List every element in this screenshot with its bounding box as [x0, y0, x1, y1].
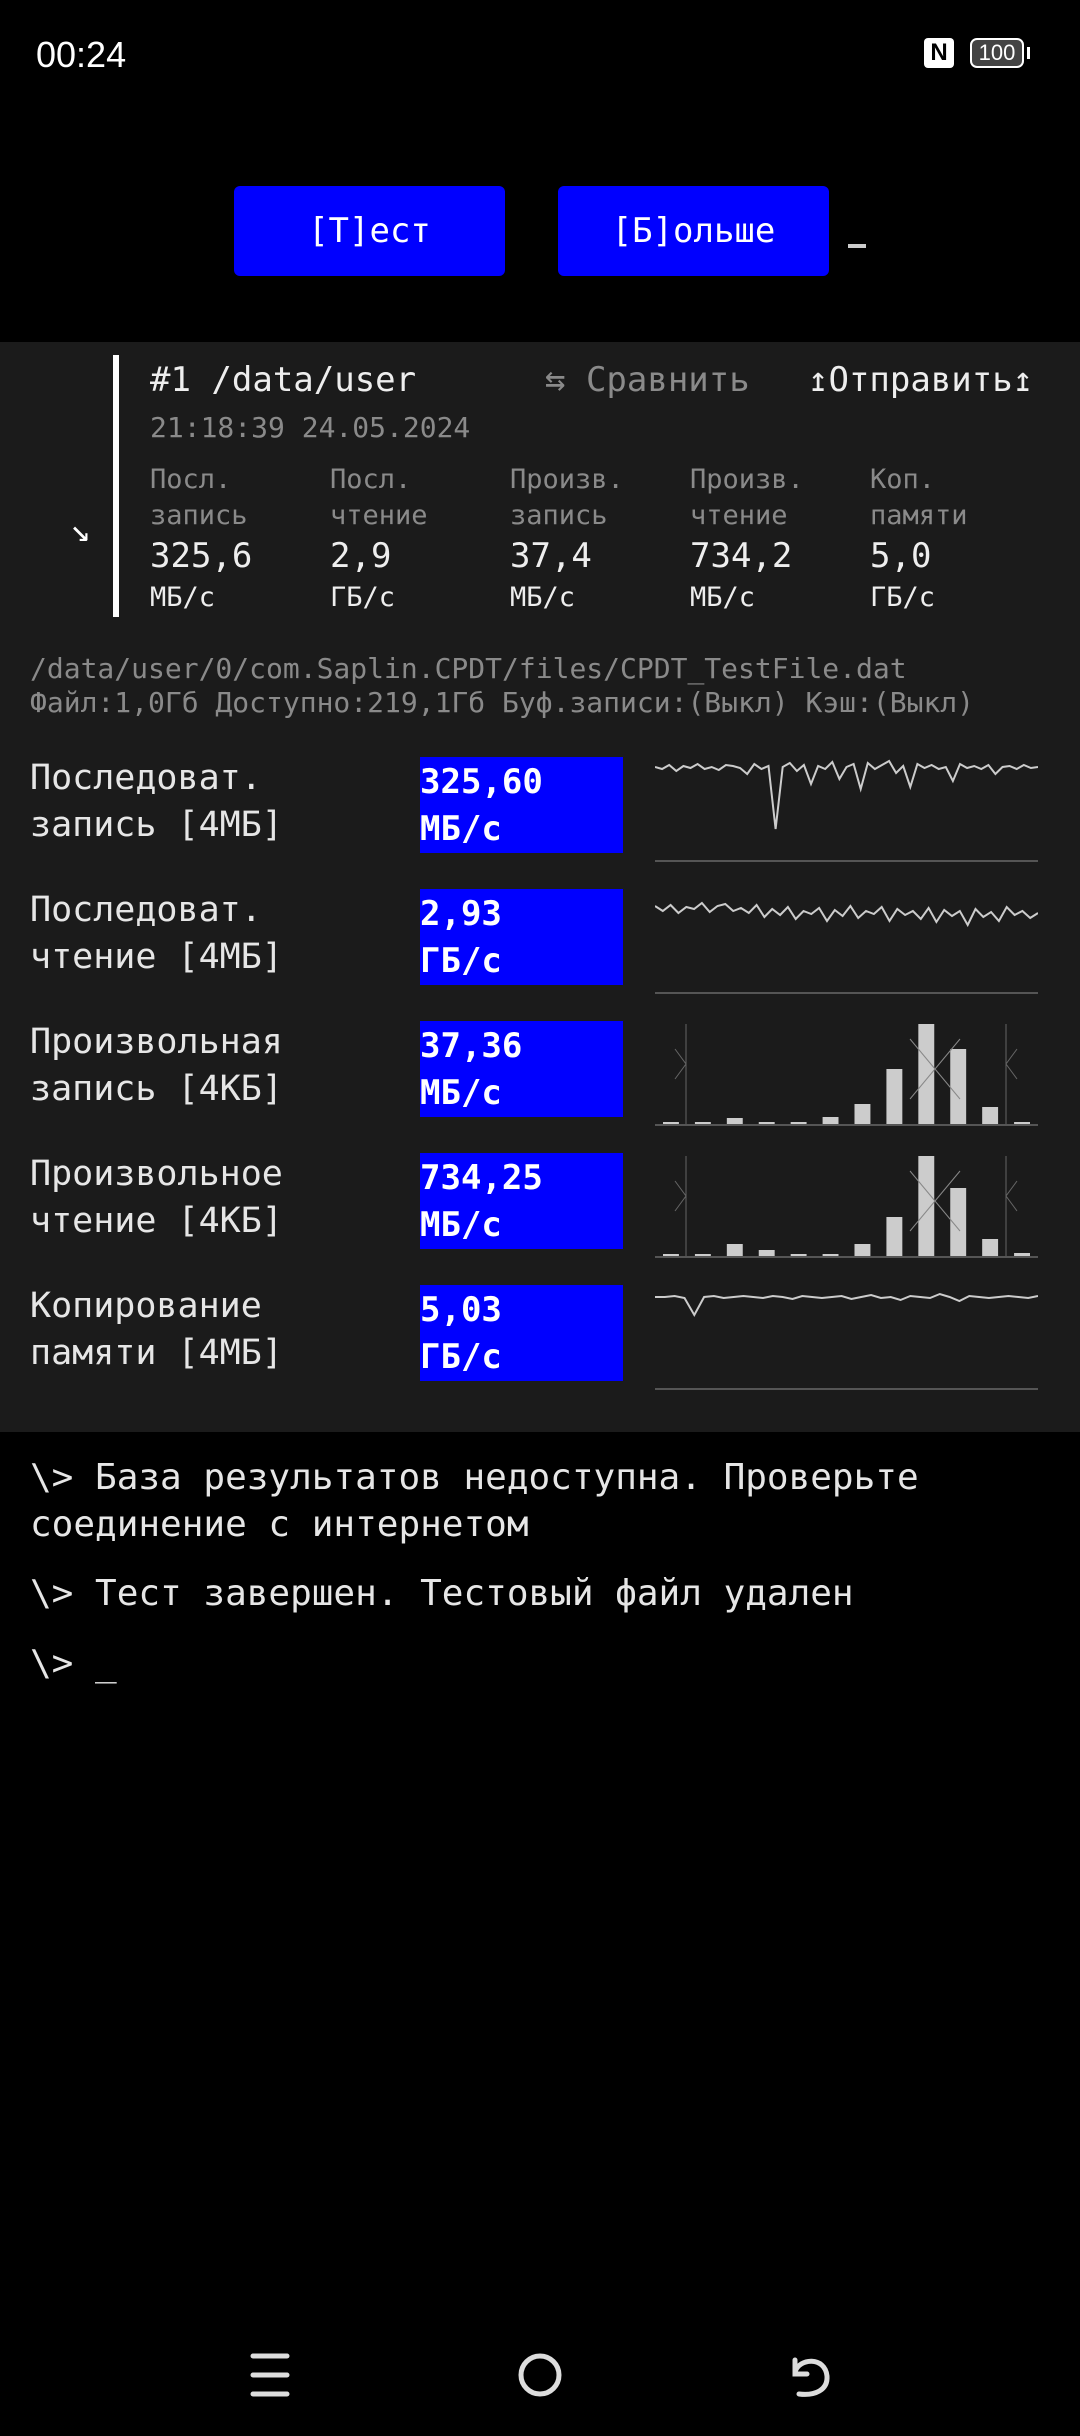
console-prompt[interactable]: \> _	[30, 1643, 117, 1684]
summary-unit: МБ/с	[510, 582, 576, 613]
status-time: 00:24	[36, 34, 127, 75]
histogram-bar	[886, 1217, 903, 1256]
histogram-bar	[918, 1156, 935, 1256]
summary-unit: ГБ/с	[870, 582, 936, 613]
test-label: Произвольное чтение [4КБ]	[30, 1154, 283, 1241]
console-line: \> Тест завершен. Тестовый файл удален	[30, 1573, 854, 1614]
test-button[interactable]: [Т]ест	[234, 186, 505, 276]
histogram-bar	[1014, 1253, 1030, 1256]
histogram-bar	[790, 1254, 807, 1256]
test-chart	[655, 901, 1038, 994]
histogram-bar	[758, 1122, 775, 1124]
histogram-bar	[790, 1122, 807, 1124]
home-icon[interactable]	[515, 2350, 565, 2400]
battery-icon: 100	[970, 38, 1024, 68]
histogram-bar	[758, 1250, 775, 1256]
histogram-bar	[982, 1239, 999, 1256]
summary-value: 325,6	[150, 536, 253, 576]
histogram-bar	[918, 1024, 935, 1124]
histogram-bar	[1014, 1122, 1030, 1124]
summary-value: 734,2	[690, 536, 793, 576]
histogram-bar	[822, 1117, 839, 1124]
summary-value: 37,4	[510, 536, 592, 576]
summary-column-header: Произв. запись	[510, 464, 624, 531]
histogram-bar	[982, 1107, 999, 1124]
summary-column-header: Коп. памяти	[870, 464, 968, 531]
summary-value: 2,9	[330, 536, 392, 576]
median-marker	[909, 1170, 961, 1232]
summary-unit: ГБ/с	[330, 582, 396, 613]
min-arrow	[674, 1180, 687, 1212]
summary-column-header: Посл. чтение	[330, 464, 428, 531]
result-title: #1 /data/user	[150, 360, 417, 400]
summary-column-header: Произв. чтение	[690, 464, 804, 531]
test-label: Произвольная запись [4КБ]	[30, 1022, 283, 1109]
expand-arrow-icon[interactable]: ↘	[70, 510, 91, 550]
histogram-bar	[950, 1049, 967, 1124]
histogram-bar	[663, 1122, 679, 1124]
send-button[interactable]: ↥Отправить↥	[808, 360, 1034, 400]
histogram-bar	[822, 1254, 839, 1256]
chart-series-line	[655, 1292, 1038, 1318]
test-result-box: 5,03 ГБ/с	[420, 1285, 623, 1381]
test-result-box: 325,60 МБ/с	[420, 757, 623, 853]
test-label: Последоват. запись [4МБ]	[30, 758, 283, 845]
histogram-bar	[694, 1122, 711, 1124]
test-label: Последоват. чтение [4МБ]	[30, 890, 283, 977]
more-button[interactable]: [Б]ольше	[558, 186, 829, 276]
summary-unit: МБ/с	[150, 582, 216, 613]
histogram-bar	[854, 1244, 871, 1256]
compare-button[interactable]: ⇆ Сравнить	[545, 360, 750, 400]
nfc-icon: N	[924, 38, 954, 68]
max-arrow	[1005, 1180, 1018, 1212]
test-chart	[655, 759, 1038, 862]
result-date: 21:18:39 24.05.2024	[150, 411, 471, 444]
median-marker	[909, 1038, 961, 1100]
test-label: Копирование памяти [4МБ]	[30, 1286, 283, 1373]
test-chart	[655, 1024, 1038, 1126]
test-result-box: 2,93 ГБ/с	[420, 889, 623, 985]
histogram-bar	[950, 1188, 967, 1256]
min-arrow	[674, 1048, 687, 1080]
test-result-box: 37,36 МБ/с	[420, 1021, 623, 1117]
result-marker	[113, 355, 119, 617]
chart-series-line	[655, 901, 1038, 928]
battery-tip	[1027, 47, 1030, 59]
histogram-bar	[886, 1069, 903, 1124]
summary-value: 5,0	[870, 536, 932, 576]
histogram-bar	[694, 1254, 711, 1256]
file-path: /data/user/0/com.Saplin.CPDT/files/CPDT_…	[30, 652, 907, 685]
text-cursor	[848, 244, 866, 248]
max-arrow	[1005, 1048, 1018, 1080]
test-chart	[655, 1156, 1038, 1258]
histogram-bar	[726, 1244, 743, 1256]
console-line: \> База результатов недоступна. Проверьт…	[30, 1457, 941, 1545]
menu-icon[interactable]	[245, 2350, 295, 2400]
histogram-bar	[726, 1118, 743, 1124]
summary-unit: МБ/с	[690, 582, 756, 613]
file-info: Файл:1,0Гб Доступно:219,1Гб Буф.записи:(…	[30, 686, 975, 719]
test-chart	[655, 1292, 1038, 1390]
histogram-bar	[854, 1104, 871, 1124]
histogram-bar	[663, 1254, 679, 1256]
back-icon[interactable]	[785, 2350, 835, 2400]
summary-column-header: Посл. запись	[150, 464, 248, 531]
chart-series-line	[655, 759, 1038, 830]
test-result-box: 734,25 МБ/с	[420, 1153, 623, 1249]
